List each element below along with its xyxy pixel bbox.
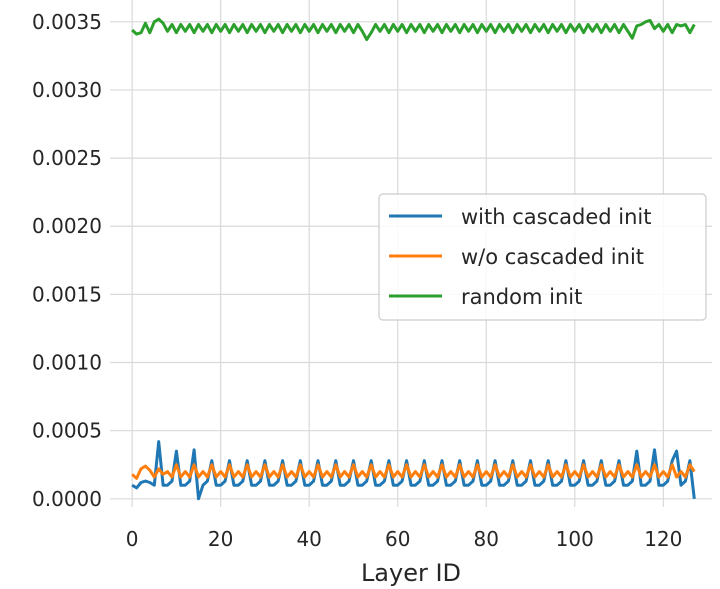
y-tick-label: 0.0035 bbox=[32, 10, 102, 34]
x-tick-label: 100 bbox=[556, 527, 594, 551]
x-tick-label: 40 bbox=[296, 527, 321, 551]
legend-label: with cascaded init bbox=[461, 205, 651, 229]
x-tick-label: 80 bbox=[474, 527, 499, 551]
legend-box bbox=[378, 193, 707, 321]
x-tick-label: 120 bbox=[644, 527, 682, 551]
y-tick-label: 0.0005 bbox=[32, 419, 102, 443]
x-tick-label: 0 bbox=[126, 527, 139, 551]
x-axis-label: Layer ID bbox=[361, 559, 461, 587]
y-tick-labels: 0.0000 0.0005 0.0010 0.0015 0.0020 0.0025 0.00… bbox=[32, 10, 102, 511]
legend: with cascaded init w/o cascaded init rando… bbox=[378, 193, 707, 321]
x-tick-labels: 0 20 40 60 80 100 120 bbox=[126, 527, 683, 551]
y-tick-label: 0.0020 bbox=[32, 214, 102, 238]
x-tick-label: 60 bbox=[385, 527, 410, 551]
series-line-w-o-cascaded-init bbox=[131, 463, 696, 480]
legend-label: random init bbox=[461, 285, 582, 309]
y-tick-label: 0.0000 bbox=[32, 487, 102, 511]
series-line-random-init bbox=[131, 17, 696, 41]
y-tick-label: 0.0030 bbox=[32, 78, 102, 102]
y-tick-label: 0.0025 bbox=[32, 146, 102, 170]
x-tick-label: 20 bbox=[208, 527, 233, 551]
legend-label: w/o cascaded init bbox=[461, 245, 644, 269]
series-lines bbox=[131, 17, 696, 501]
y-tick-label: 0.0015 bbox=[32, 282, 102, 306]
y-tick-label: 0.0010 bbox=[32, 351, 102, 375]
